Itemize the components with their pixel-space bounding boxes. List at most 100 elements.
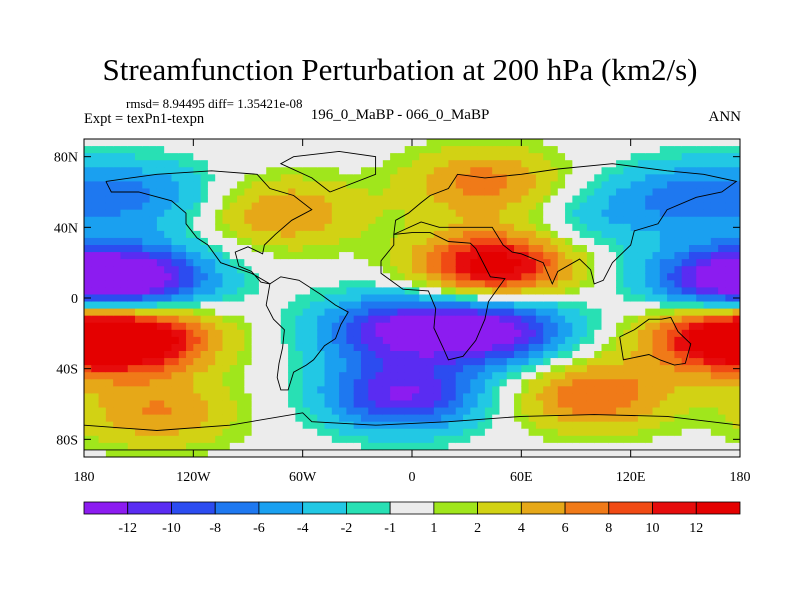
field-cell (579, 428, 588, 437)
field-cell (309, 329, 318, 338)
field-cell (419, 365, 428, 373)
field-cell (258, 407, 267, 416)
field-cell (222, 442, 231, 451)
field-cell (368, 287, 377, 296)
field-cell (550, 146, 559, 154)
field-cell (710, 365, 719, 373)
field-cell (674, 315, 683, 324)
field-cell (360, 442, 369, 451)
field-cell (390, 202, 399, 211)
field-cell (331, 188, 340, 197)
field-cell (696, 195, 705, 204)
field-cell (470, 329, 479, 338)
field-cell (229, 351, 238, 359)
field-cell (382, 223, 391, 232)
field-cell (681, 308, 690, 317)
field-cell (667, 216, 675, 225)
field-cell (543, 386, 552, 394)
field-cell (630, 252, 639, 260)
field-cell (258, 160, 267, 168)
colorbar-swatch (564, 501, 610, 515)
field-cell (258, 153, 267, 161)
field-cell (84, 273, 92, 281)
field-cell (667, 372, 675, 380)
field-cell (207, 322, 216, 331)
field-cell (404, 216, 413, 225)
field-cell (149, 365, 158, 373)
field-cell (448, 329, 457, 338)
field-cell (579, 343, 588, 352)
field-cell (586, 280, 595, 288)
field-cell (135, 287, 143, 296)
field-cell (470, 386, 479, 394)
field-cell (623, 266, 632, 274)
field-cell (506, 195, 515, 204)
field-cell (528, 216, 537, 225)
field-cell (681, 386, 690, 394)
field-cell (484, 259, 493, 267)
field-cell (419, 139, 428, 147)
field-cell (186, 315, 194, 324)
field-cell (652, 153, 661, 161)
field-cell (412, 230, 420, 239)
field-cell (521, 449, 530, 457)
field-cell (98, 273, 107, 281)
field-cell (470, 421, 479, 430)
field-cell (441, 216, 450, 225)
field-cell (506, 153, 515, 161)
field-cell (193, 280, 202, 288)
field-cell (295, 273, 304, 281)
field-cell (696, 294, 705, 303)
field-cell (725, 386, 734, 394)
field-cell (616, 372, 624, 380)
field-cell (178, 153, 187, 161)
field-cell (266, 216, 275, 225)
field-cell (659, 379, 668, 387)
field-cell (215, 223, 224, 232)
field-cell (433, 294, 442, 303)
field-cell (120, 216, 129, 225)
field-cell (186, 428, 194, 437)
field-cell (171, 245, 180, 253)
field-cell (149, 181, 158, 190)
field-cell (637, 393, 646, 402)
field-cell (229, 442, 238, 451)
field-cell (360, 308, 369, 317)
field-cell (492, 294, 501, 303)
field-cell (426, 167, 435, 175)
field-cell (594, 322, 603, 331)
field-cell (616, 280, 624, 288)
field-cell (149, 252, 158, 260)
field-cell (594, 421, 603, 430)
field-cell (193, 266, 202, 274)
field-cell (601, 315, 610, 324)
field-cell (528, 343, 537, 352)
field-cell (630, 181, 639, 190)
field-cell (280, 315, 289, 324)
field-cell (266, 209, 275, 218)
field-cell (295, 223, 304, 232)
field-cell (105, 223, 114, 232)
field-cell (288, 259, 296, 267)
field-cell (637, 294, 646, 303)
field-cell (302, 252, 311, 260)
field-cell (113, 245, 122, 253)
field-cell (324, 174, 333, 182)
field-cell (171, 167, 180, 175)
colorbar-swatch (214, 501, 260, 515)
field-cell (193, 358, 202, 366)
field-cell (84, 428, 92, 437)
field-cell (331, 153, 340, 161)
field-cell (127, 146, 136, 154)
field-cell (331, 322, 340, 331)
field-cell (135, 301, 143, 310)
field-cell (273, 315, 282, 324)
field-cell (535, 273, 544, 281)
field-cell (200, 372, 209, 380)
field-cell (251, 322, 260, 331)
field-cell (404, 386, 413, 394)
field-cell (390, 365, 399, 373)
field-cell (477, 379, 486, 387)
field-cell (426, 407, 435, 416)
field-cell (572, 202, 581, 211)
